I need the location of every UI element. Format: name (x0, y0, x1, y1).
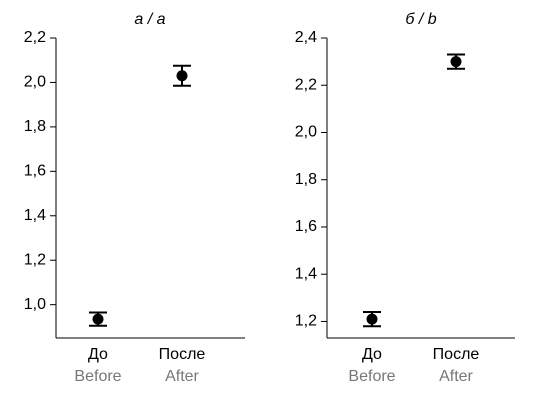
x-tick-label-en: Before (348, 368, 395, 385)
chart-title: а / a (134, 11, 165, 28)
y-tick-label: 1,6 (24, 163, 46, 180)
point (176, 70, 188, 82)
y-tick-label: 2,0 (295, 124, 317, 141)
y-tick-label: 2,2 (295, 76, 317, 93)
x-tick-label: После (433, 346, 480, 363)
x-tick-label: После (159, 346, 206, 363)
y-tick-label: 1,4 (24, 207, 46, 224)
point (450, 56, 462, 68)
y-tick-label: 1,2 (24, 251, 46, 268)
y-tick-label: 1,8 (295, 171, 317, 188)
y-tick-label: 1,4 (295, 265, 317, 282)
y-tick-label: 1,8 (24, 118, 46, 135)
y-tick-label: 2,2 (24, 29, 46, 46)
y-tick-label: 1,0 (24, 296, 46, 313)
point (366, 313, 378, 325)
y-tick-label: 2,0 (24, 74, 46, 91)
x-tick-label-en: After (165, 368, 199, 385)
x-tick-label: До (88, 346, 108, 363)
point (92, 313, 104, 325)
y-tick-label: 2,4 (295, 29, 317, 46)
y-tick-label: 1,2 (295, 313, 317, 330)
chart-title: б / b (405, 11, 436, 28)
x-tick-label-en: After (439, 368, 473, 385)
y-tick-label: 1,6 (295, 218, 317, 235)
x-tick-label-en: Before (74, 368, 121, 385)
x-tick-label: До (362, 346, 382, 363)
